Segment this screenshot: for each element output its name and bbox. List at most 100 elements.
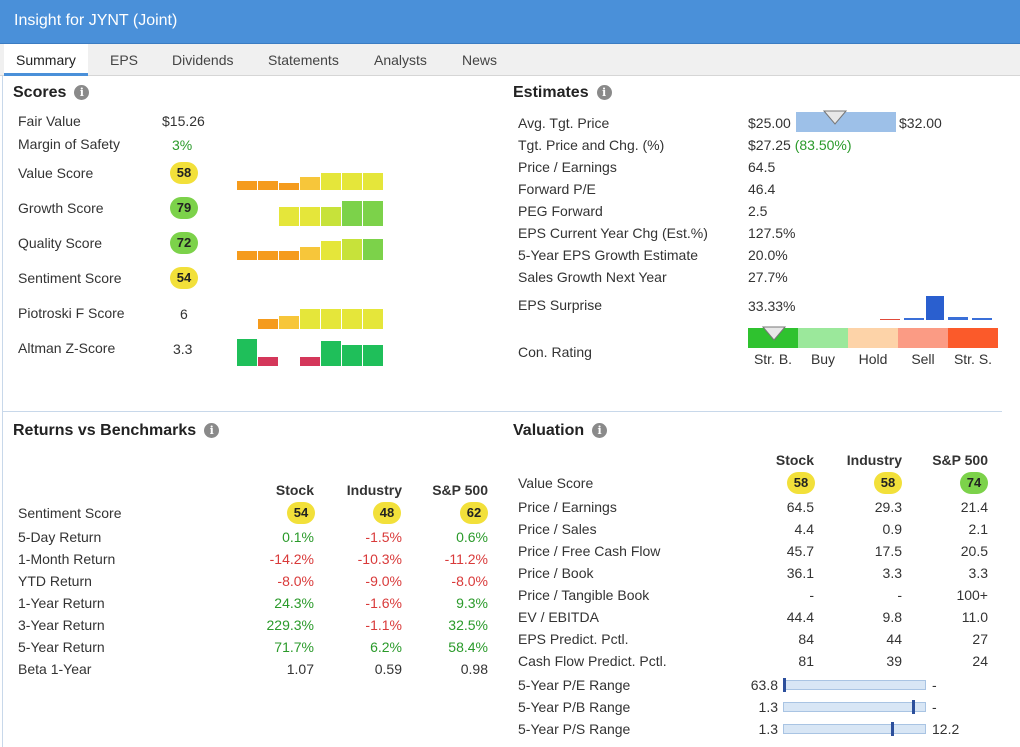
eps-surprise-bar — [926, 296, 944, 320]
range-marker — [783, 678, 786, 692]
returns-sentiment-stock: 54 — [287, 502, 315, 524]
valuation-score-industry: 58 — [874, 472, 902, 494]
returns-sentiment-label: Sentiment Score — [18, 505, 122, 521]
rating-label-hold: Hold — [858, 351, 888, 367]
margin-of-safety-label: Margin of Safety — [18, 136, 120, 152]
tab-news[interactable]: News — [462, 52, 498, 68]
growth-score-bar — [237, 200, 387, 226]
tgt-high: $32.00 — [899, 115, 942, 131]
valuation-cell: 84 — [798, 631, 814, 647]
window-titlebar: Insight for JYNT (Joint) — [0, 0, 1020, 44]
returns-sentiment-sp500: 62 — [460, 502, 488, 524]
returns-cell: 229.3% — [266, 617, 314, 633]
valuation-cell: 45.7 — [786, 543, 814, 559]
returns-header-stock: Stock — [275, 482, 314, 498]
valuation-cell: 2.1 — [968, 521, 988, 537]
valuation-cell: 64.5 — [786, 499, 814, 515]
valuation-cell: 44 — [886, 631, 902, 647]
returns-row-label: 1-Month Return — [18, 551, 116, 567]
valuation-cell: 24 — [972, 653, 988, 669]
piotroski-bar — [237, 303, 387, 329]
tgt-change-pct: (83.50%) — [794, 137, 852, 153]
valuation-cell: - — [897, 587, 902, 603]
pe-label: Price / Earnings — [518, 159, 617, 175]
pe-value: 64.5 — [748, 159, 776, 175]
info-icon[interactable]: i — [204, 423, 220, 438]
peg-forward-value: 2.5 — [748, 203, 768, 219]
returns-row-label: 3-Year Return — [18, 617, 105, 633]
returns-row-label: 5-Day Return — [18, 529, 102, 545]
tgt-price-chg-value: $27.25 (83.50%) — [748, 137, 852, 153]
valuation-cell: 3.3 — [968, 565, 988, 581]
returns-title: Returns vs Benchmarks i — [13, 422, 220, 440]
margin-of-safety: 3% — [172, 137, 193, 153]
returns-cell: -9.0% — [365, 573, 402, 589]
value-score-badge: 58 — [170, 162, 198, 184]
tab-statements[interactable]: Statements — [268, 52, 339, 68]
returns-cell: -1.5% — [365, 529, 402, 545]
valuation-title: Valuation i — [513, 422, 608, 440]
tab-analysts[interactable]: Analysts — [374, 52, 427, 68]
eps-surprise-value: 33.33% — [748, 298, 796, 314]
range-low: 1.3 — [758, 721, 778, 737]
returns-cell: -8.0% — [451, 573, 488, 589]
valuation-cell: 81 — [798, 653, 814, 669]
valuation-header-industry: Industry — [846, 452, 902, 468]
rating-seg-sell — [898, 328, 948, 348]
tgt-marker-icon — [823, 110, 847, 125]
eps-surprise-bar — [948, 317, 968, 320]
piotroski-label: Piotroski F Score — [18, 305, 125, 321]
valuation-cell: 29.3 — [874, 499, 902, 515]
returns-cell: 24.3% — [274, 595, 314, 611]
range-label: 5-Year P/S Range — [518, 721, 631, 737]
valuation-row-label: Price / Book — [518, 565, 594, 581]
returns-cell: 1.07 — [286, 661, 314, 677]
returns-title-text: Returns vs Benchmarks — [13, 422, 197, 439]
valuation-cell: 9.8 — [882, 609, 902, 625]
piotroski-value: 6 — [180, 306, 188, 322]
range-marker — [891, 722, 894, 736]
range-bar — [783, 702, 926, 712]
returns-cell: 32.5% — [448, 617, 488, 633]
info-icon[interactable]: i — [596, 85, 612, 100]
quality-score-bar — [237, 234, 387, 260]
tgt-price-range-bar — [796, 112, 896, 132]
value-score-label: Value Score — [18, 165, 94, 181]
returns-cell: 0.59 — [374, 661, 402, 677]
valuation-title-text: Valuation — [513, 422, 585, 439]
sentiment-score-badge: 54 — [170, 267, 198, 289]
growth-score-label: Growth Score — [18, 200, 104, 216]
valuation-row-label: EPS Predict. Pctl. — [518, 631, 629, 647]
tab-eps[interactable]: EPS — [110, 52, 139, 68]
valuation-cell: 3.3 — [882, 565, 902, 581]
sales-growth-value: 27.7% — [748, 269, 788, 285]
returns-cell: 9.3% — [456, 595, 488, 611]
returns-cell: -1.6% — [365, 595, 402, 611]
info-icon[interactable]: i — [592, 423, 608, 438]
returns-header-sp500: S&P 500 — [432, 482, 488, 498]
quality-score-badge: 72 — [170, 232, 198, 254]
returns-cell: -8.0% — [277, 573, 314, 589]
rating-seg-buy — [798, 328, 848, 348]
tab-summary[interactable]: Summary — [4, 44, 88, 76]
valuation-row-label: Cash Flow Predict. Pctl. — [518, 653, 667, 669]
info-icon[interactable]: i — [74, 85, 90, 100]
returns-cell: -11.2% — [444, 551, 488, 567]
tgt-low: $25.00 — [748, 115, 791, 131]
returns-row-label: 1-Year Return — [18, 595, 105, 611]
rating-seg-hold — [848, 328, 898, 348]
returns-cell: -1.1% — [365, 617, 402, 633]
scores-title-text: Scores — [13, 84, 67, 101]
forward-pe-label: Forward P/E — [518, 181, 596, 197]
valuation-cell: 21.4 — [960, 499, 988, 515]
valuation-cell: - — [809, 587, 814, 603]
valuation-cell: 44.4 — [786, 609, 814, 625]
range-high: 12.2 — [932, 721, 960, 737]
valuation-row-label: EV / EBITDA — [518, 609, 599, 625]
avg-tgt-price-label: Avg. Tgt. Price — [518, 115, 610, 131]
tab-dividends[interactable]: Dividends — [172, 52, 234, 68]
section-divider — [2, 411, 1002, 412]
returns-row-label: Beta 1-Year — [18, 661, 92, 677]
returns-header-industry: Industry — [346, 482, 402, 498]
valuation-score-sp500: 74 — [960, 472, 988, 494]
